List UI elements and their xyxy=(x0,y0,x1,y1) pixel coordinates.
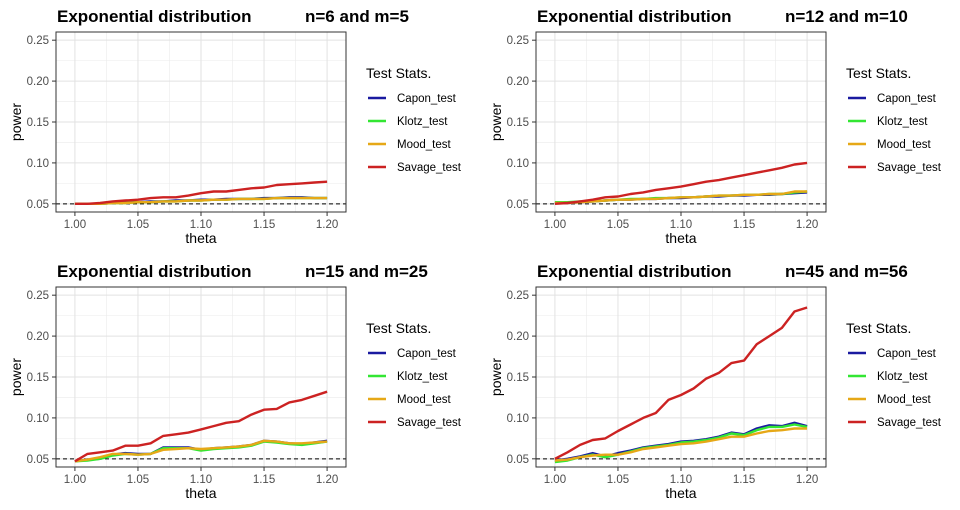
series-line-savage-test xyxy=(554,306,808,460)
series-line-mood-test xyxy=(74,439,328,463)
chart-title: Exponential distribution xyxy=(537,7,732,26)
grid xyxy=(536,287,826,467)
series-line-savage-test xyxy=(74,180,328,206)
y-axis-label: power xyxy=(8,103,24,141)
y-tick-label: 0.25 xyxy=(507,290,529,302)
legend-label: Mood_test xyxy=(877,394,932,406)
x-tick-label: 1.15 xyxy=(733,474,755,486)
legend-label: Capon_test xyxy=(877,348,937,360)
x-tick-label: 1.05 xyxy=(607,474,629,486)
chart-subtitle: n=12 and m=10 xyxy=(785,7,908,26)
y-tick-label: 0.10 xyxy=(507,158,529,170)
y-tick-label: 0.20 xyxy=(27,331,49,343)
legend-label: Savage_test xyxy=(397,162,462,174)
chart-subtitle: n=45 and m=56 xyxy=(785,262,908,281)
x-axis-label: theta xyxy=(665,485,696,501)
x-tick-label: 1.05 xyxy=(127,219,149,231)
legend-label: Klotz_test xyxy=(397,116,448,128)
legend-label: Savage_test xyxy=(877,417,942,429)
chart-panel-2: Exponential distribution n=12 and m=10 0.0… xyxy=(488,7,942,246)
x-tick-label: 1.00 xyxy=(544,474,566,486)
legend-title: Test Stats. xyxy=(366,65,431,81)
chart-subtitle: n=15 and m=25 xyxy=(305,262,428,281)
y-tick-label: 0.10 xyxy=(27,413,49,425)
x-tick-label: 1.10 xyxy=(190,474,212,486)
chart-panel-4: Exponential distribution n=45 and m=56 0.0… xyxy=(488,262,942,501)
x-tick-label: 1.00 xyxy=(64,474,86,486)
x-tick-label: 1.10 xyxy=(670,474,692,486)
y-tick-label: 0.15 xyxy=(507,372,529,384)
legend-title: Test Stats. xyxy=(366,320,431,336)
y-tick-label: 0.10 xyxy=(507,413,529,425)
legend-label: Mood_test xyxy=(397,139,452,151)
chart-subtitle: n=6 and m=5 xyxy=(305,7,409,26)
x-tick-label: 1.00 xyxy=(544,219,566,231)
x-tick-label: 1.00 xyxy=(64,219,86,231)
x-tick-label: 1.10 xyxy=(190,219,212,231)
legend: Test Stats. Capon_test Klotz_test Mood_test… xyxy=(846,320,942,429)
series-line-savage-test xyxy=(554,161,808,205)
x-tick-label: 1.10 xyxy=(670,219,692,231)
chart-title: Exponential distribution xyxy=(537,262,732,281)
legend-label: Mood_test xyxy=(877,139,932,151)
legend-label: Capon_test xyxy=(397,348,457,360)
chart-panel-3: Exponential distribution n=15 and m=25 0.0… xyxy=(8,262,462,501)
y-tick-label: 0.15 xyxy=(27,117,49,129)
y-tick-label: 0.20 xyxy=(27,76,49,88)
y-tick-label: 0.25 xyxy=(27,290,49,302)
y-axis-label: power xyxy=(488,103,504,141)
grid xyxy=(56,287,346,467)
y-axis-label: power xyxy=(488,358,504,396)
x-tick-label: 1.15 xyxy=(253,219,275,231)
y-tick-label: 0.20 xyxy=(507,331,529,343)
chart-panel-1: Exponential distribution n=6 and m=5 0.05 0… xyxy=(8,7,462,246)
legend-label: Savage_test xyxy=(397,417,462,429)
series-line-savage-test xyxy=(74,390,328,463)
x-tick-label: 1.20 xyxy=(796,219,818,231)
y-tick-label: 0.25 xyxy=(27,35,49,47)
grid xyxy=(56,32,346,212)
series-line-mood-test xyxy=(554,427,808,462)
x-tick-label: 1.20 xyxy=(316,474,338,486)
y-tick-label: 0.15 xyxy=(507,117,529,129)
x-tick-label: 1.20 xyxy=(316,219,338,231)
legend-label: Capon_test xyxy=(397,93,457,105)
series-line-mood-test xyxy=(74,196,328,206)
y-tick-label: 0.05 xyxy=(27,454,49,466)
y-tick-label: 0.10 xyxy=(27,158,49,170)
y-tick-label: 0.05 xyxy=(507,199,529,211)
y-tick-label: 0.05 xyxy=(27,199,49,211)
x-tick-label: 1.15 xyxy=(253,474,275,486)
y-tick-label: 0.15 xyxy=(27,372,49,384)
x-tick-label: 1.15 xyxy=(733,219,755,231)
legend-label: Capon_test xyxy=(877,93,937,105)
legend-label: Mood_test xyxy=(397,394,452,406)
y-tick-label: 0.20 xyxy=(507,76,529,88)
series-line-mood-test xyxy=(554,190,808,205)
y-axis-label: power xyxy=(8,358,24,396)
legend-title: Test Stats. xyxy=(846,320,911,336)
x-tick-label: 1.05 xyxy=(607,219,629,231)
y-tick-label: 0.05 xyxy=(507,454,529,466)
legend: Test Stats. Capon_test Klotz_test Mood_test… xyxy=(846,65,942,174)
grid xyxy=(536,32,826,212)
chart-title: Exponential distribution xyxy=(57,262,252,281)
legend: Test Stats. Capon_test Klotz_test Mood_test… xyxy=(366,320,462,429)
legend-label: Klotz_test xyxy=(877,116,928,128)
x-axis-label: theta xyxy=(185,485,216,501)
x-tick-label: 1.20 xyxy=(796,474,818,486)
legend-label: Savage_test xyxy=(877,162,942,174)
x-tick-label: 1.05 xyxy=(127,474,149,486)
legend-title: Test Stats. xyxy=(846,65,911,81)
x-axis-label: theta xyxy=(665,230,696,246)
legend: Test Stats. Capon_test Klotz_test Mood_test… xyxy=(366,65,462,174)
chart-title: Exponential distribution xyxy=(57,7,252,26)
legend-label: Klotz_test xyxy=(397,371,448,383)
legend-label: Klotz_test xyxy=(877,371,928,383)
x-axis-label: theta xyxy=(185,230,216,246)
y-tick-label: 0.25 xyxy=(507,35,529,47)
